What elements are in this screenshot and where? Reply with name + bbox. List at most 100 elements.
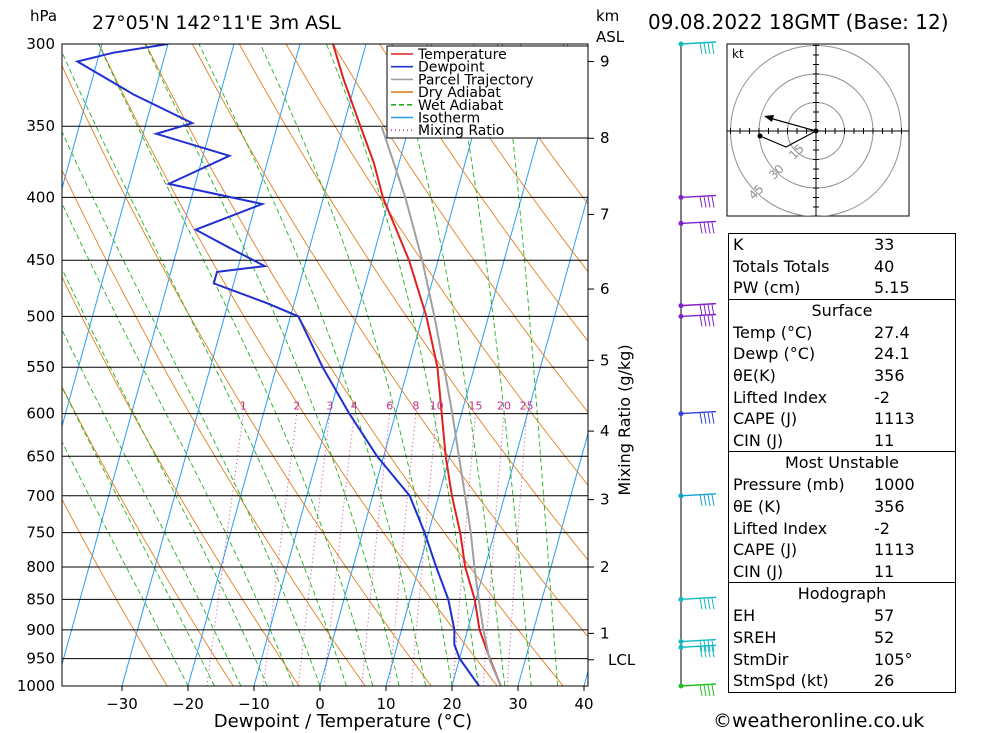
legend-entry: Dewpoint [418,60,485,76]
hodograph-title: Hodograph [797,584,887,604]
mixing-ratio-label: 6 [386,400,393,413]
mixing-ratio-axis-label: Mixing Ratio (g/kg) [615,344,634,495]
hpa-label: hPa [30,7,57,25]
pressure-tick-label: 850 [26,590,55,608]
wind-barb-flag [703,684,707,697]
x-tick-label: 0 [315,695,325,713]
index-value: -2 [874,518,890,538]
index-value: 356 [874,496,905,516]
index-row: Lifted Index -2 [729,518,955,540]
storm-motion-arrowhead [764,115,774,122]
pressure-tick-label: 300 [26,35,55,53]
x-tick-label: 30 [508,695,527,713]
dry-adiabat-line [426,44,588,273]
index-value: 40 [874,256,895,276]
index-value: 27.4 [874,322,910,342]
index-row: SREH 52 [729,627,955,649]
series-temperature [332,44,502,686]
mixing-ratio-label: 2 [293,400,300,413]
wet-adiabat-line [450,44,532,686]
storm-motion-arrow [765,116,817,132]
wind-barb-flag [707,494,711,506]
km-label: km [596,7,619,25]
mixing-ratio-line [361,413,391,686]
wind-barb-flag [703,598,707,610]
wind-barb-flag [703,494,707,506]
wind-barb-flag [703,42,707,55]
km-tick-label: 7 [600,205,610,223]
index-label: CIN (J) [733,430,784,450]
wind-barb-flag [703,222,707,234]
index-value: 57 [874,606,895,626]
km-tick-label: 5 [600,351,610,369]
wind-barb-flag [699,222,703,234]
wind-barb-flag [699,304,703,316]
wind-barb-shaft [680,410,717,415]
wind-barb-shaft [680,683,717,687]
pressure-tick-label: 500 [26,307,55,325]
wind-barb-flag [699,494,703,506]
index-value: 24.1 [874,344,910,364]
x-axis-label: Dewpoint / Temperature (°C) [214,711,472,732]
mixing-ratio-label: 8 [412,400,419,413]
wind-barb-shaft [680,220,717,225]
legend-entry: Temperature [417,47,507,63]
index-label: StmDir [733,649,789,669]
pressure-tick-label: 700 [26,487,55,505]
location-label: 27°05'N 142°11'E 3m ASL [92,12,341,34]
legend-entry: Dry Adiabat [418,85,501,101]
mixing-ratio-label: 3 [326,400,333,413]
km-tick-label: 9 [600,52,610,70]
plot-frame [61,43,589,687]
wind-barb-flag [711,315,715,327]
dry-adiabat-line [332,44,588,413]
wet-adiabat-line [144,44,400,686]
wet-adiabat-line [62,267,268,686]
mixing-ratio-label: 25 [520,400,534,413]
isotherm-line [62,44,169,429]
index-label: EH [733,606,756,626]
wind-barb-flag [707,598,711,610]
x-tick-label: 10 [376,695,395,713]
km-tick-label: 2 [600,558,610,576]
most-unstable-section: Most Unstable Pressure (mb) 1000 θE (K) 356… [729,451,955,582]
index-row: Dewp (°C) 24.1 [729,343,955,365]
wind-barb-flag [703,315,707,327]
x-tick-label: −20 [172,695,204,713]
index-label: CIN (J) [733,561,784,581]
pressure-tick-label: 350 [26,117,55,135]
index-row: PW (cm) 5.15 [729,277,955,299]
series-dewpoint [74,44,480,686]
index-row: CIN (J) 11 [729,561,955,583]
wind-barb-shaft [680,493,717,497]
index-label: PW (cm) [733,278,801,298]
wind-barb-flag [711,684,715,697]
wind-barb-shaft [680,596,717,601]
mixing-ratio-label: 20 [497,400,511,413]
index-value: -2 [874,387,890,407]
km-tick-label: 3 [600,491,610,509]
wind-barb-shaft [680,194,717,199]
index-label: SREH [733,627,777,647]
indices-table: K 33 Totals Totals 40 PW (cm) 5.15 Surface Te… [728,233,956,693]
wind-barb-flag [707,315,711,327]
wind-barb-flag [711,304,715,316]
most-unstable-title: Most Unstable [785,453,899,473]
mixing-ratio-label: 4 [351,400,358,413]
index-label: K [733,235,744,254]
wind-barb-flag [711,42,715,55]
hodograph-unit-label: kt [732,47,744,61]
index-label: CAPE (J) [733,540,798,560]
index-label: Totals Totals [733,256,830,276]
legend-entry: Mixing Ratio [418,123,504,139]
index-row: EH 57 [729,605,955,627]
hodograph-section: Hodograph EH 57 SREH 52 StmDir 105° StmSpd (kt… [729,582,955,691]
datetime-label: 09.08.2022 18GMT (Base: 12) [648,10,949,34]
km-tick-label: 1 [600,624,610,642]
index-row: Totals Totals 40 [729,256,955,278]
wind-barb-flag [707,684,711,697]
index-row: θE(K) 356 [729,365,955,387]
dry-adiabat-line [62,498,168,686]
surface-title: Surface [811,300,873,320]
wind-barb-flag [699,412,703,424]
